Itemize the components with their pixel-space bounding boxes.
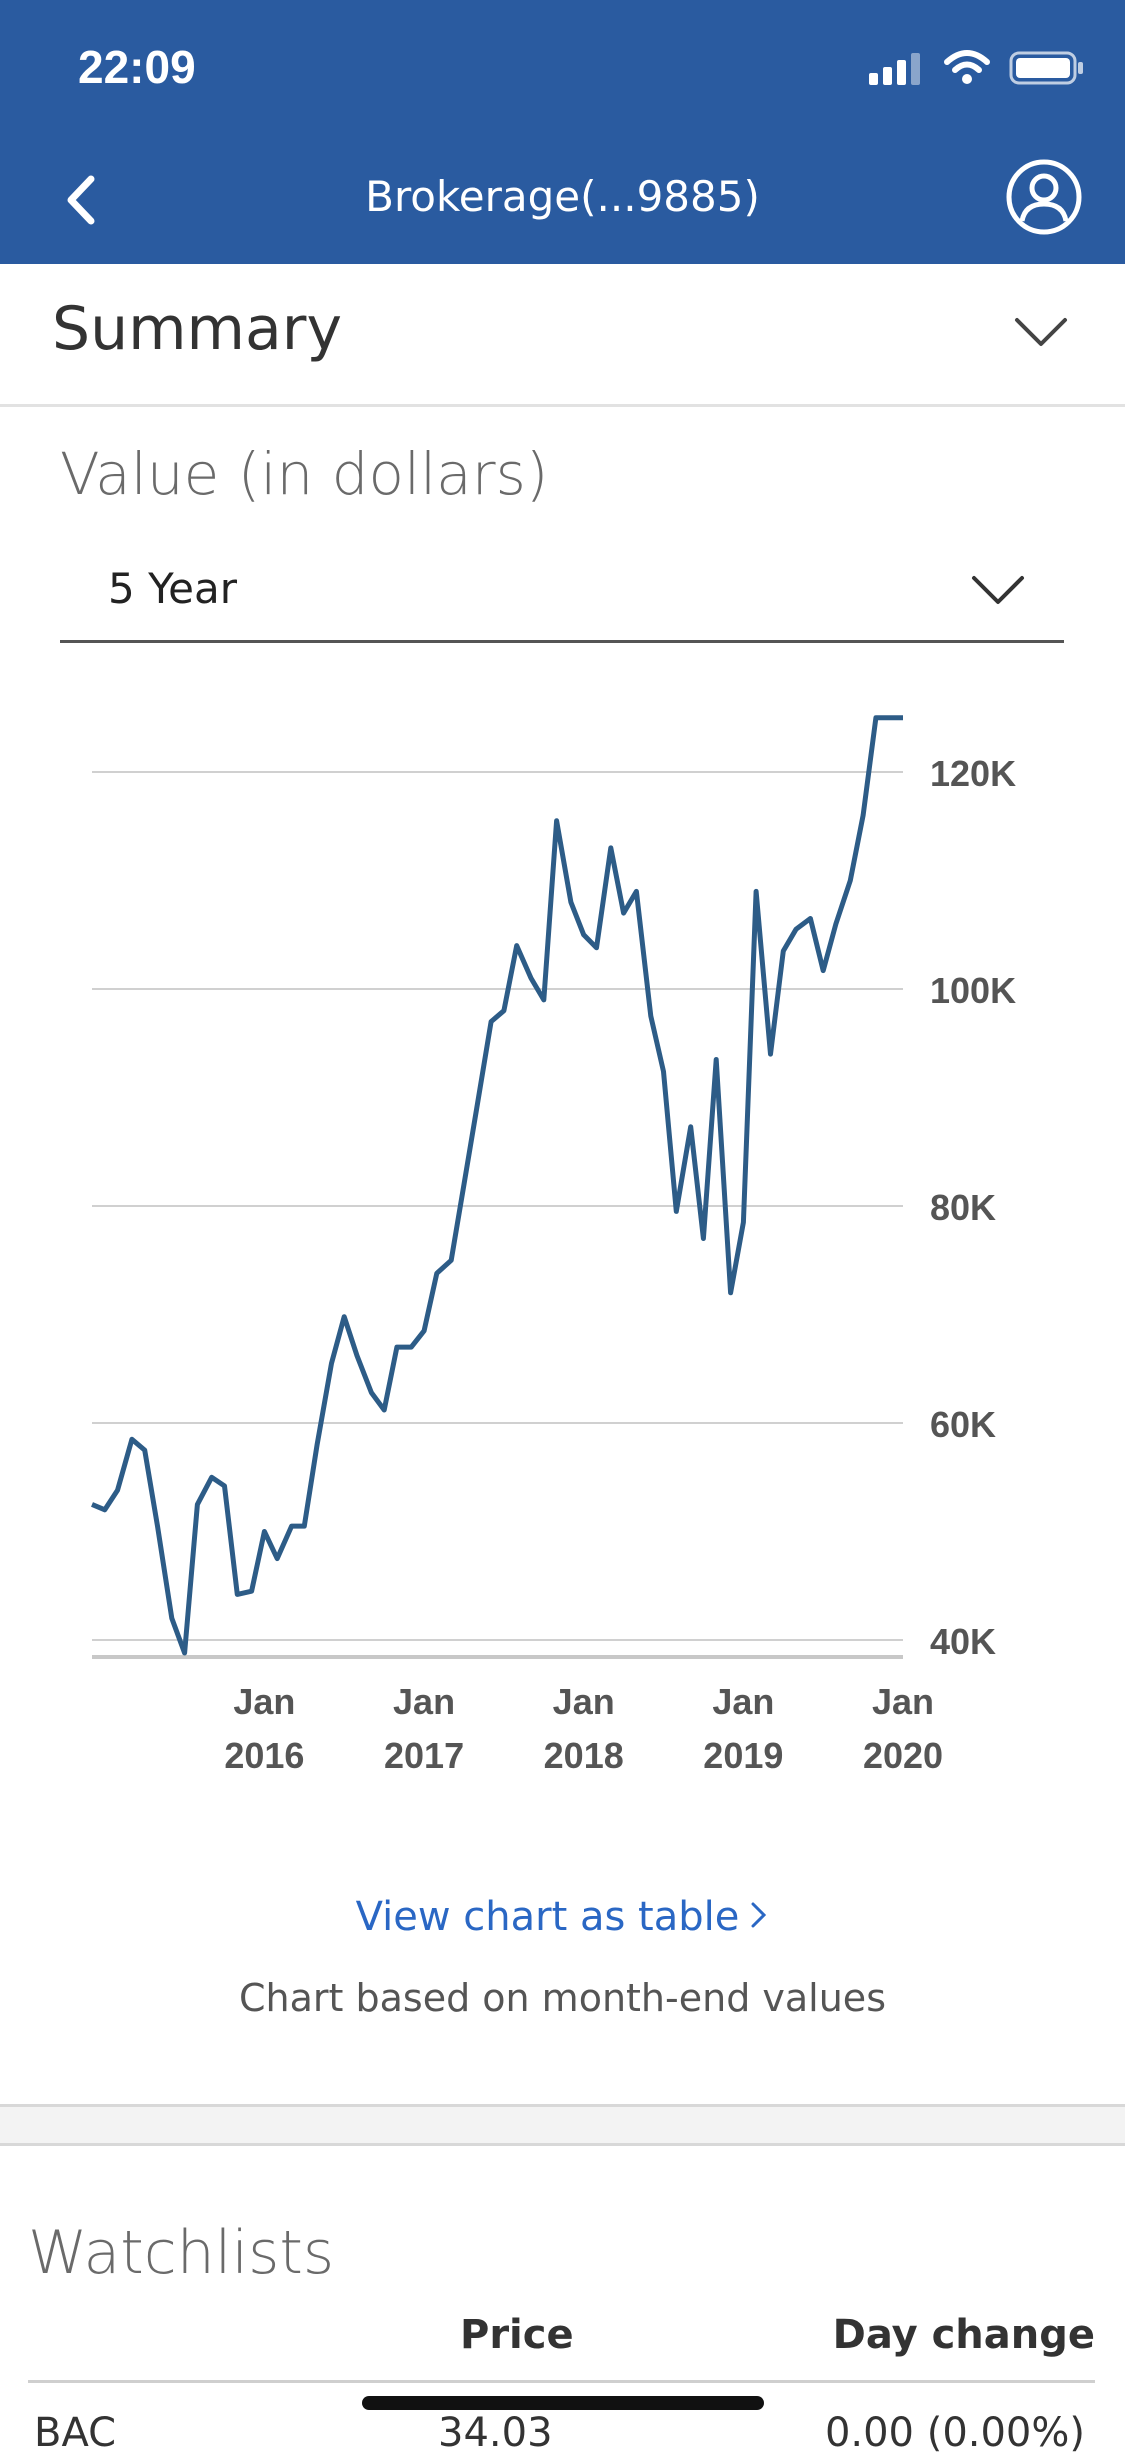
period-selected-value: 5 Year [108,564,237,613]
view-chart-as-table-label: View chart as table [355,1894,740,1940]
value-chart: 120K 100K 80K 60K 40K Jan 2016 Jan 2017 Jan 2018 Ja… [0,680,1125,1780]
column-header-price: Price [460,2312,574,2358]
value-series-line [91,715,903,1656]
x-tick-label-month: Jan [393,1681,455,1722]
chart-note: Chart based on month-end values [238,1976,886,2020]
watchlist-row-change: 0.00 (0.00%) [824,2410,1085,2456]
view-chart-as-table-link[interactable]: View chart as table [0,1894,1125,1940]
x-tick-label-month: Jan [233,1681,295,1722]
battery-icon [1009,51,1083,85]
watchlist-row-symbol[interactable]: BAC [34,2410,117,2456]
back-button[interactable] [50,165,110,235]
app-header: 22:09 Brokerage(...9885) [0,0,1125,264]
y-tick-label: 100K [930,970,1016,1011]
y-tick-label: 80K [930,1187,996,1228]
summary-dropdown[interactable]: Summary [0,264,1125,407]
y-tick-label: 60K [930,1404,996,1445]
x-tick-label-month: Jan [712,1681,774,1722]
line-chart: 120K 100K 80K 60K 40K Jan 2016 Jan 2017 Jan 2018 Ja… [91,715,1016,1776]
chevron-down-icon [972,576,1024,604]
summary-title: Summary [52,294,342,364]
page-title: Brokerage(...9885) [365,172,760,221]
chart-section-title: Value (in dollars) [60,440,549,508]
wifi-icon [944,50,990,84]
status-icons [869,50,1085,86]
chevron-right-icon [749,1894,769,1940]
watchlist-divider [28,2380,1095,2383]
x-tick-label-year: 2018 [544,1735,624,1776]
x-tick-label-year: 2020 [863,1735,943,1776]
profile-button[interactable] [1005,158,1083,236]
x-tick-label-month: Jan [872,1681,934,1722]
chevron-left-icon [67,175,95,225]
chevron-down-icon [1015,318,1067,346]
home-indicator [362,2396,764,2410]
x-tick-label-year: 2017 [384,1735,464,1776]
watchlists-title: Watchlists [28,2218,335,2288]
status-time: 22:09 [78,41,196,93]
watchlist-row-price: 34.03 [438,2410,553,2456]
y-tick-label: 40K [930,1621,996,1662]
period-select[interactable]: 5 Year [60,540,1064,643]
signal-icon [869,53,920,85]
y-tick-label: 120K [930,753,1016,794]
x-tick-label-year: 2019 [703,1735,783,1776]
section-divider [0,2104,1125,2146]
column-header-day-change: Day change [832,2312,1095,2358]
user-icon [1006,159,1082,235]
x-tick-label-year: 2016 [224,1735,304,1776]
x-tick-label-month: Jan [553,1681,615,1722]
